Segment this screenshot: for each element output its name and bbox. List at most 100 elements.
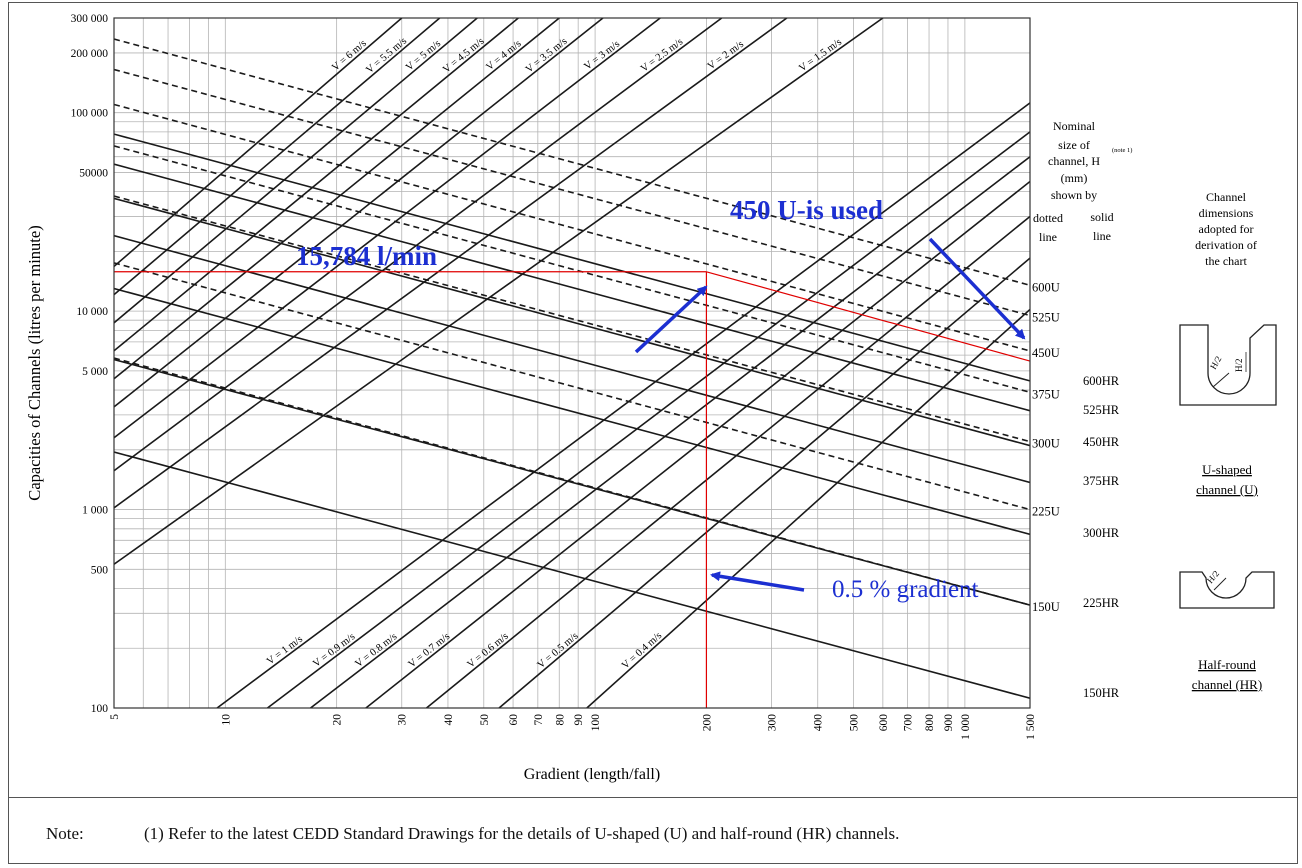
legend-heading-line: Nominal: [1053, 119, 1096, 133]
y-tick-label: 50000: [79, 167, 108, 179]
u-channel-line: [114, 145, 1030, 394]
legend-solid-caption: line: [1093, 229, 1111, 243]
velocity-label: V = 0.9 m/s: [311, 631, 357, 670]
x-tick-label: 500: [849, 714, 861, 732]
velocity-label: V = 0.6 m/s: [465, 631, 510, 671]
u-size-label: 450U: [1032, 346, 1060, 360]
y-tick-label: 1 000: [82, 505, 108, 517]
hr-channel-radius-label: H/2: [1205, 569, 1221, 586]
velocity-line: [114, 18, 884, 565]
x-tick-label: 900: [943, 714, 955, 732]
velocity-line: [114, 18, 403, 268]
legend-heading-line: channel, H: [1048, 154, 1100, 168]
velocity-line: [216, 102, 1030, 708]
hr-size-label: 300HR: [1083, 526, 1120, 540]
half-round-caption: Half-round: [1198, 657, 1256, 672]
side-caption-line: derivation of: [1195, 238, 1257, 252]
note-divider: [8, 797, 1298, 798]
hr-channel-line: [114, 197, 1030, 447]
velocity-line: [310, 156, 1030, 708]
note-label: Note:: [46, 824, 84, 843]
velocity-label: V = 3 m/s: [582, 39, 622, 73]
section-annotation: 450 U-is used: [730, 195, 883, 225]
x-tick-label: 700: [903, 714, 915, 732]
legend-dotted-caption: dotted: [1033, 211, 1063, 225]
u-channel-radius-label: H/2: [1208, 354, 1223, 371]
chart-canvas: 100 500 1 000 5 000 10 000 50000 100 000 200 00…: [25, 13, 1277, 783]
legend-dotted-caption: line: [1039, 230, 1057, 244]
hr-size-label: 600HR: [1083, 374, 1120, 388]
x-tick-label: 200: [701, 714, 713, 732]
y-tick-label: 100 000: [71, 108, 109, 120]
velocity-line: [114, 18, 723, 472]
velocity-label: V = 0.7 m/s: [407, 631, 453, 670]
legend-solid-caption: solid: [1090, 210, 1113, 224]
x-tick-label: 80: [554, 714, 566, 726]
velocity-line: [266, 131, 1030, 708]
hr-size-label: 225HR: [1083, 596, 1120, 610]
u-channel-line: [114, 195, 1030, 443]
x-tick-label: 20: [332, 714, 344, 726]
x-tick-label: 1 000: [960, 714, 972, 740]
u-channel-line: [114, 262, 1030, 511]
x-tick-label: 90: [573, 714, 585, 726]
hr-channel-line: [114, 451, 1030, 700]
y-tick-label: 100: [91, 703, 109, 715]
x-tick-label: 100: [590, 714, 602, 732]
u-size-label: 150U: [1032, 600, 1060, 614]
legend-heading-line: shown by: [1051, 188, 1097, 202]
velocity-label: V = 2 m/s: [706, 39, 746, 72]
flow-annotation: 15,784 l/min: [296, 241, 437, 271]
side-caption-line: adopted for: [1199, 222, 1254, 236]
x-tick-label: 10: [220, 714, 232, 726]
y-axis-title: Capacities of Channels (litres per minut…: [25, 225, 44, 500]
x-tick-label: 30: [397, 714, 409, 726]
side-caption-line: the chart: [1205, 254, 1247, 268]
x-axis-title: Gradient (length/fall): [524, 766, 660, 783]
side-caption-line: dimensions: [1199, 206, 1254, 220]
x-tick-label: 300: [767, 714, 779, 732]
legend-note-ref: (note 1): [1112, 147, 1132, 154]
x-tick-label: 1 500: [1025, 714, 1037, 740]
u-size-label: 600U: [1032, 280, 1060, 294]
velocity-label: V = 4 m/s: [484, 38, 523, 73]
velocity-line: [114, 18, 478, 324]
hr-channel-line: [114, 163, 1030, 412]
gradient-arrow: [710, 571, 805, 592]
velocity-label: V = 1 m/s: [265, 634, 305, 668]
chart-frame: [8, 2, 1298, 864]
half-round-channel-drawing: H/2: [1179, 569, 1275, 609]
u-shaped-caption: U-shaped: [1202, 462, 1252, 477]
hr-channel-line: [114, 358, 1030, 606]
velocity-label: V = 2.5 m/s: [639, 36, 685, 74]
x-tick-label: 50: [479, 714, 491, 726]
x-tick-label: 600: [878, 714, 890, 732]
velocity-line: [586, 308, 1030, 708]
velocity-label: V = 0.4 m/s: [620, 630, 664, 671]
hr-size-label: 375HR: [1083, 474, 1120, 488]
velocity-line: [114, 18, 560, 380]
u-channel-line: [114, 68, 1030, 317]
y-tick-label: 10 000: [76, 306, 108, 318]
u-size-label: 375U: [1032, 387, 1060, 401]
hr-size-label: 525HR: [1083, 403, 1120, 417]
section-guide-line: [706, 271, 1031, 362]
u-size-label: 300U: [1032, 437, 1060, 451]
u-channel-line: [114, 38, 1030, 287]
y-tick-label: 200 000: [71, 48, 109, 60]
u-size-label: 225U: [1032, 505, 1060, 519]
velocity-label: V = 0.5 m/s: [536, 631, 581, 671]
velocity-label: V = 1.5 m/s: [797, 37, 844, 75]
velocity-line: [114, 18, 788, 509]
plot-area-border: [113, 17, 1031, 709]
velocity-label: V = 6 m/s: [330, 38, 369, 74]
flow-arrow: [634, 285, 708, 354]
velocity-line: [114, 18, 441, 296]
hr-channel-line: [114, 234, 1030, 484]
velocity-line: [425, 215, 1030, 708]
x-tick-label: 40: [443, 714, 455, 726]
u-channel-line: [114, 103, 1030, 352]
half-round-caption: channel (HR): [1192, 677, 1262, 692]
y-tick-label: 300 000: [71, 13, 109, 25]
u-shaped-caption: channel (U): [1196, 482, 1258, 497]
